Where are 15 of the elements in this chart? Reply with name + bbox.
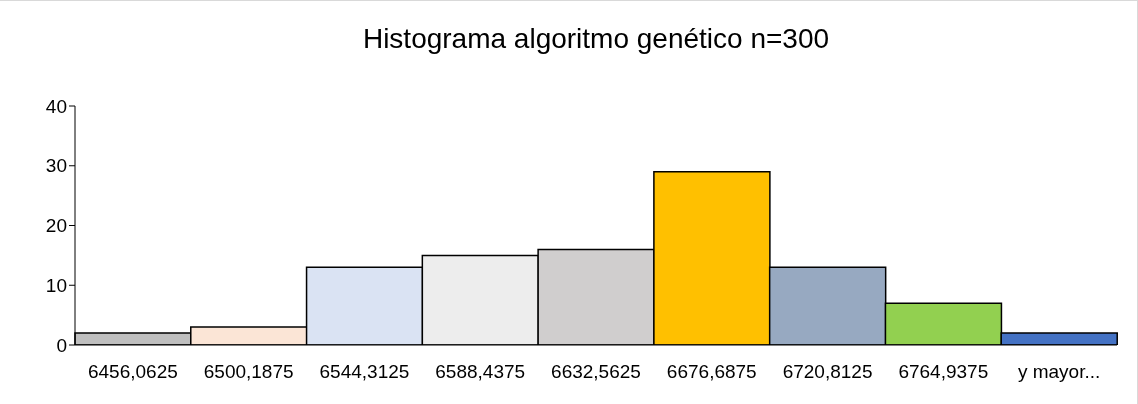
x-tick-label: y mayor... <box>1017 361 1101 383</box>
x-tick-label: 6456,0625 <box>87 361 178 383</box>
y-tick-label: 30 <box>45 155 67 177</box>
x-tick-label: 6544,3125 <box>319 361 410 383</box>
y-tick-label: 10 <box>45 274 67 296</box>
chart-title: Histograma algoritmo genético n=300 <box>361 23 831 55</box>
x-tick-label: 6588,4375 <box>435 361 526 383</box>
x-tick-label: 6764,9375 <box>898 361 989 383</box>
x-tick-label: 6500,1875 <box>203 361 294 383</box>
x-tick-label: 6720,8125 <box>782 361 873 383</box>
y-tick-label: 0 <box>56 334 67 356</box>
x-tick-label: 6676,6875 <box>666 361 757 383</box>
x-tick-label: 6632,5625 <box>551 361 641 383</box>
y-tick-label: 40 <box>45 95 67 117</box>
y-tick-label: 20 <box>45 215 67 237</box>
